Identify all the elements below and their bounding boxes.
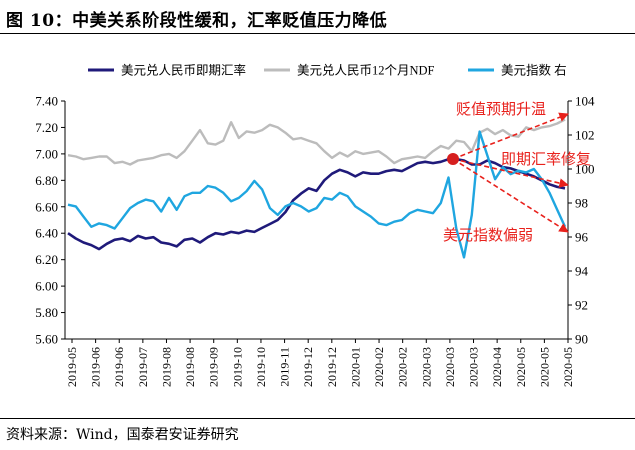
figure-title: 图 10：中美关系阶段性缓和，汇率贬值压力降低 (6, 11, 388, 31)
x-tick-label: 2019-09 (207, 347, 221, 387)
left-tick-label: 6.80 (35, 173, 58, 188)
x-tick-label: 2019-10 (254, 347, 268, 387)
annotation-spot-repair: 即期汇率修复 (501, 150, 591, 168)
left-tick-label: 5.80 (35, 305, 58, 320)
x-tick-label: 2020-05 (561, 347, 575, 387)
x-tick-label: 2019-05 (65, 347, 79, 387)
left-tick-label: 5.60 (35, 332, 58, 347)
right-tick-label: 104 (575, 94, 595, 109)
right-tick-label: 102 (575, 128, 595, 143)
right-tick-label: 100 (575, 162, 595, 177)
x-tick-label: 2019-12 (301, 347, 315, 387)
right-tick-label: 94 (575, 264, 589, 279)
bottom-rule (0, 418, 635, 419)
series-line-2 (67, 130, 567, 259)
left-tick-label: 7.20 (35, 120, 58, 135)
left-tick-label: 7.40 (35, 94, 58, 109)
x-tick-label: 2020-03 (419, 347, 433, 387)
x-tick-label: 2020-01 (348, 347, 362, 387)
x-tick-label: 2020-02 (372, 347, 386, 387)
x-tick-label: 2019-10 (230, 347, 244, 387)
top-rule (0, 33, 635, 34)
left-tick-label: 7.00 (35, 146, 58, 161)
x-tick-label: 2020-05 (537, 347, 551, 387)
annotation-arrow-dollar-weak (452, 158, 569, 233)
annotation-depreciation: 贬值预期升温 (456, 101, 546, 118)
line-chart: 5.60 5.80 6.00 6.20 6.40 6.60 6.80 7.00 7.20 7.40… (35, 63, 595, 388)
right-tick-label: 98 (575, 196, 588, 211)
left-tick-label: 6.00 (35, 279, 58, 294)
left-tick-label: 6.40 (35, 226, 58, 241)
x-tick-label: 2019-07 (136, 347, 150, 387)
annotation-origin-dot (447, 153, 459, 165)
x-tick-label: 2019-08 (159, 347, 173, 387)
series-line-0 (67, 157, 566, 251)
x-tick-label: 2020-03 (467, 347, 481, 387)
annotation-dollar-weak: 美元指数偏弱 (443, 227, 533, 244)
left-tick-label: 6.60 (35, 199, 58, 214)
right-tick-label: 92 (575, 298, 588, 313)
annotation-arrow-depreciation (452, 112, 569, 160)
right-tick-label: 90 (575, 332, 588, 347)
x-tick-label: 2020-02 (396, 347, 410, 387)
series-line-1 (67, 118, 566, 166)
x-tick-label: 2020-04 (490, 347, 504, 387)
x-tick-label: 2020-03 (443, 347, 457, 387)
source-note: 资料来源：Wind，国泰君安证券研究 (6, 427, 239, 443)
x-tick-label: 2019-11 (278, 347, 292, 387)
x-tick-label: 2019-12 (325, 347, 339, 387)
x-tick-label: 2019-06 (112, 347, 126, 387)
right-tick-label: 96 (575, 230, 589, 245)
legend-label-2: 美元指数 右 (501, 63, 567, 78)
legend-label-0: 美元兑人民币即期汇率 (121, 63, 246, 78)
x-tick-label: 2019-08 (183, 347, 197, 387)
x-tick-label: 2020-05 (514, 347, 528, 387)
left-tick-label: 6.20 (35, 252, 58, 267)
legend-label-1: 美元兑人民币12个月NDF (297, 64, 435, 78)
x-tick-label: 2019-06 (89, 347, 103, 387)
annotation-arrow-spot-repair (452, 158, 569, 188)
